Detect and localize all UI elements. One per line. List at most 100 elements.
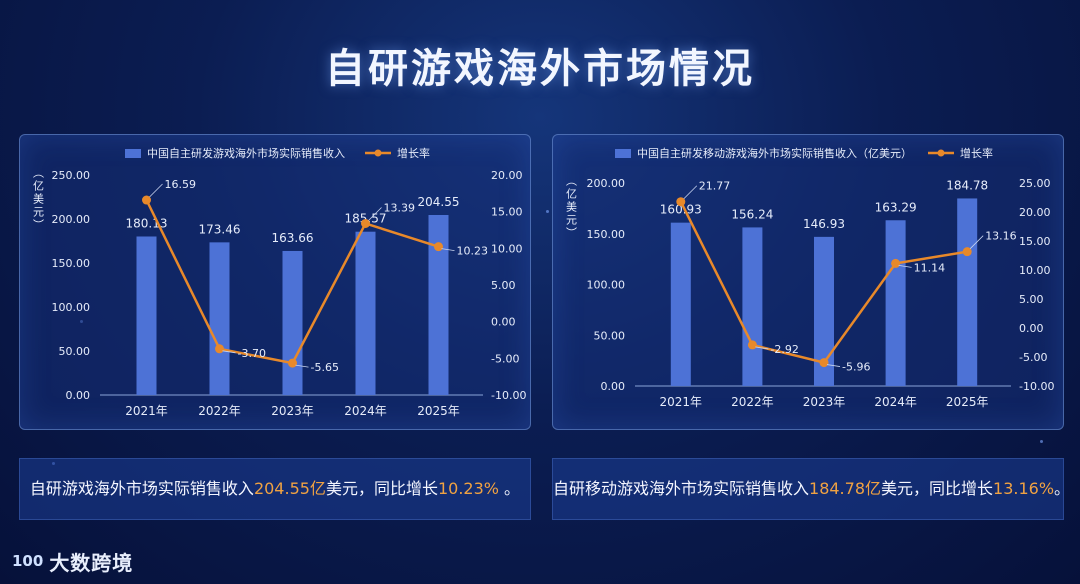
y-right-tick-label: 25.00: [1019, 177, 1051, 190]
y-right-tick-label: 15.00: [491, 206, 523, 219]
line-label-leader: [826, 364, 841, 367]
bar: [885, 220, 906, 386]
bar: [742, 227, 763, 386]
legend-bar-swatch: [615, 149, 631, 158]
legend-line-label: 增长率: [397, 146, 430, 160]
line-data-label: -2.92: [770, 343, 798, 356]
bar: [355, 231, 376, 395]
y-right-tick-label: -5.00: [1019, 351, 1047, 364]
x-tick-label: 2021年: [660, 395, 703, 409]
x-tick-label: 2021年: [125, 404, 168, 418]
line-label-leader: [683, 185, 698, 200]
y-right-tick-label: -10.00: [1019, 380, 1054, 393]
summary-suffix: 。: [1054, 479, 1071, 498]
summary-suffix: 。: [498, 479, 521, 498]
x-tick-label: 2025年: [417, 404, 460, 418]
bar-data-label: 163.66: [272, 231, 314, 245]
x-tick-label: 2023年: [803, 395, 846, 409]
line-point: [819, 358, 829, 368]
legend-line-marker: [937, 149, 945, 157]
line-point: [676, 197, 686, 207]
y-right-tick-label: 20.00: [491, 169, 523, 182]
bar-data-label: 160.93: [660, 203, 702, 217]
y-left-tick-label: 100.00: [52, 301, 91, 314]
bar-data-label: 163.29: [875, 200, 917, 214]
y-left-tick-label: 150.00: [587, 228, 626, 241]
line-point: [747, 340, 757, 350]
y-axis-label: （亿美元）: [32, 167, 45, 232]
summary-rate: 13.16%: [993, 479, 1055, 498]
line-data-label: 13.16: [985, 230, 1017, 243]
summary-value: 204.55亿: [253, 479, 326, 498]
y-left-tick-label: 0.00: [601, 380, 626, 393]
line-point: [962, 247, 972, 257]
y-right-tick-label: -5.00: [491, 352, 519, 365]
bar: [209, 242, 230, 395]
line-label-leader: [295, 364, 309, 368]
summary-middle: 美元，同比增长: [325, 479, 438, 498]
legend-line-label: 增长率: [960, 146, 993, 160]
y-right-tick-label: 5.00: [1019, 293, 1044, 306]
line-point: [361, 218, 370, 228]
y-right-tick-label: 15.00: [1019, 235, 1051, 248]
bar-data-label: 185.57: [345, 212, 387, 226]
bar-data-label: 146.93: [803, 217, 845, 231]
line-label-leader: [969, 235, 984, 249]
line-label-leader: [222, 350, 236, 354]
line-point: [434, 242, 443, 252]
summary-middle: 美元，同比增长: [881, 479, 994, 498]
line-data-label: 21.77: [699, 180, 731, 193]
y-right-tick-label: 0.00: [1019, 322, 1044, 335]
line-label-leader: [898, 264, 912, 268]
combo-chart-svg: 中国自主研发游戏海外市场实际销售收入 增长率 （亿美元） 250.00 200.00 15…: [32, 146, 527, 418]
x-tick-label: 2025年: [946, 395, 989, 409]
line-point: [891, 258, 901, 268]
line-label-leader: [368, 207, 382, 221]
summary-value: 184.78亿: [809, 479, 882, 498]
line-point: [288, 358, 297, 368]
bar: [428, 214, 449, 395]
line-data-label: -5.96: [842, 361, 870, 374]
summary-rate: 10.23%: [437, 479, 499, 498]
line-data-label: 13.39: [384, 201, 416, 214]
y-left-tick-label: 250.00: [52, 169, 91, 182]
bar: [282, 250, 303, 395]
brand-logo: 100 大数跨境: [12, 546, 133, 576]
chart-panel-overseas-games: 中国自主研发游戏海外市场实际销售收入 增长率 （亿美元） 250.00 200.00 15…: [19, 134, 531, 430]
legend-bar-label: 中国自主研发游戏海外市场实际销售收入: [147, 146, 345, 160]
bar-data-label: 173.46: [199, 222, 241, 236]
bar: [957, 198, 978, 386]
line-label-leader: [149, 183, 163, 198]
bar: [136, 236, 157, 395]
chart-panel-overseas-mobile-games: 中国自主研发移动游戏海外市场实际销售收入（亿美元） 增长率 （亿美元） 200.00 1…: [552, 134, 1064, 430]
line-data-label: -5.65: [311, 361, 339, 374]
summary-prefix: 自研移动游戏海外市场实际销售收入: [553, 479, 810, 498]
legend-bar-label: 中国自主研发移动游戏海外市场实际销售收入（亿美元）: [637, 146, 912, 160]
bar: [814, 236, 834, 386]
y-right-tick-label: 20.00: [1019, 206, 1051, 219]
bar: [670, 222, 691, 386]
line-label-leader: [755, 346, 769, 350]
y-left-tick-label: 50.00: [59, 345, 91, 358]
bar-data-label: 184.78: [946, 178, 988, 192]
x-tick-label: 2022年: [731, 395, 774, 409]
x-tick-label: 2023年: [271, 404, 314, 418]
logo-text: 大数跨境: [49, 550, 134, 575]
bar-data-label: 156.24: [731, 207, 773, 221]
y-left-tick-label: 150.00: [52, 257, 91, 270]
line-label-leader: [441, 248, 455, 252]
y-right-tick-label: 0.00: [491, 316, 516, 329]
bar-data-label: 204.55: [418, 195, 460, 209]
y-axis-label: （亿美元）: [565, 175, 578, 240]
legend-line-marker: [374, 149, 382, 157]
line-data-label: 16.59: [165, 178, 197, 191]
x-tick-label: 2024年: [344, 404, 387, 418]
logo-mark-icon: 100: [12, 552, 44, 570]
y-left-tick-label: 0.00: [66, 389, 91, 402]
x-tick-label: 2024年: [874, 395, 917, 409]
line-data-label: 10.23: [457, 245, 489, 258]
line-data-label: -3.70: [238, 347, 266, 360]
summary-prefix: 自研游戏海外市场实际销售收入: [29, 479, 254, 498]
legend-bar-swatch: [125, 149, 141, 158]
x-tick-label: 2022年: [198, 404, 241, 418]
